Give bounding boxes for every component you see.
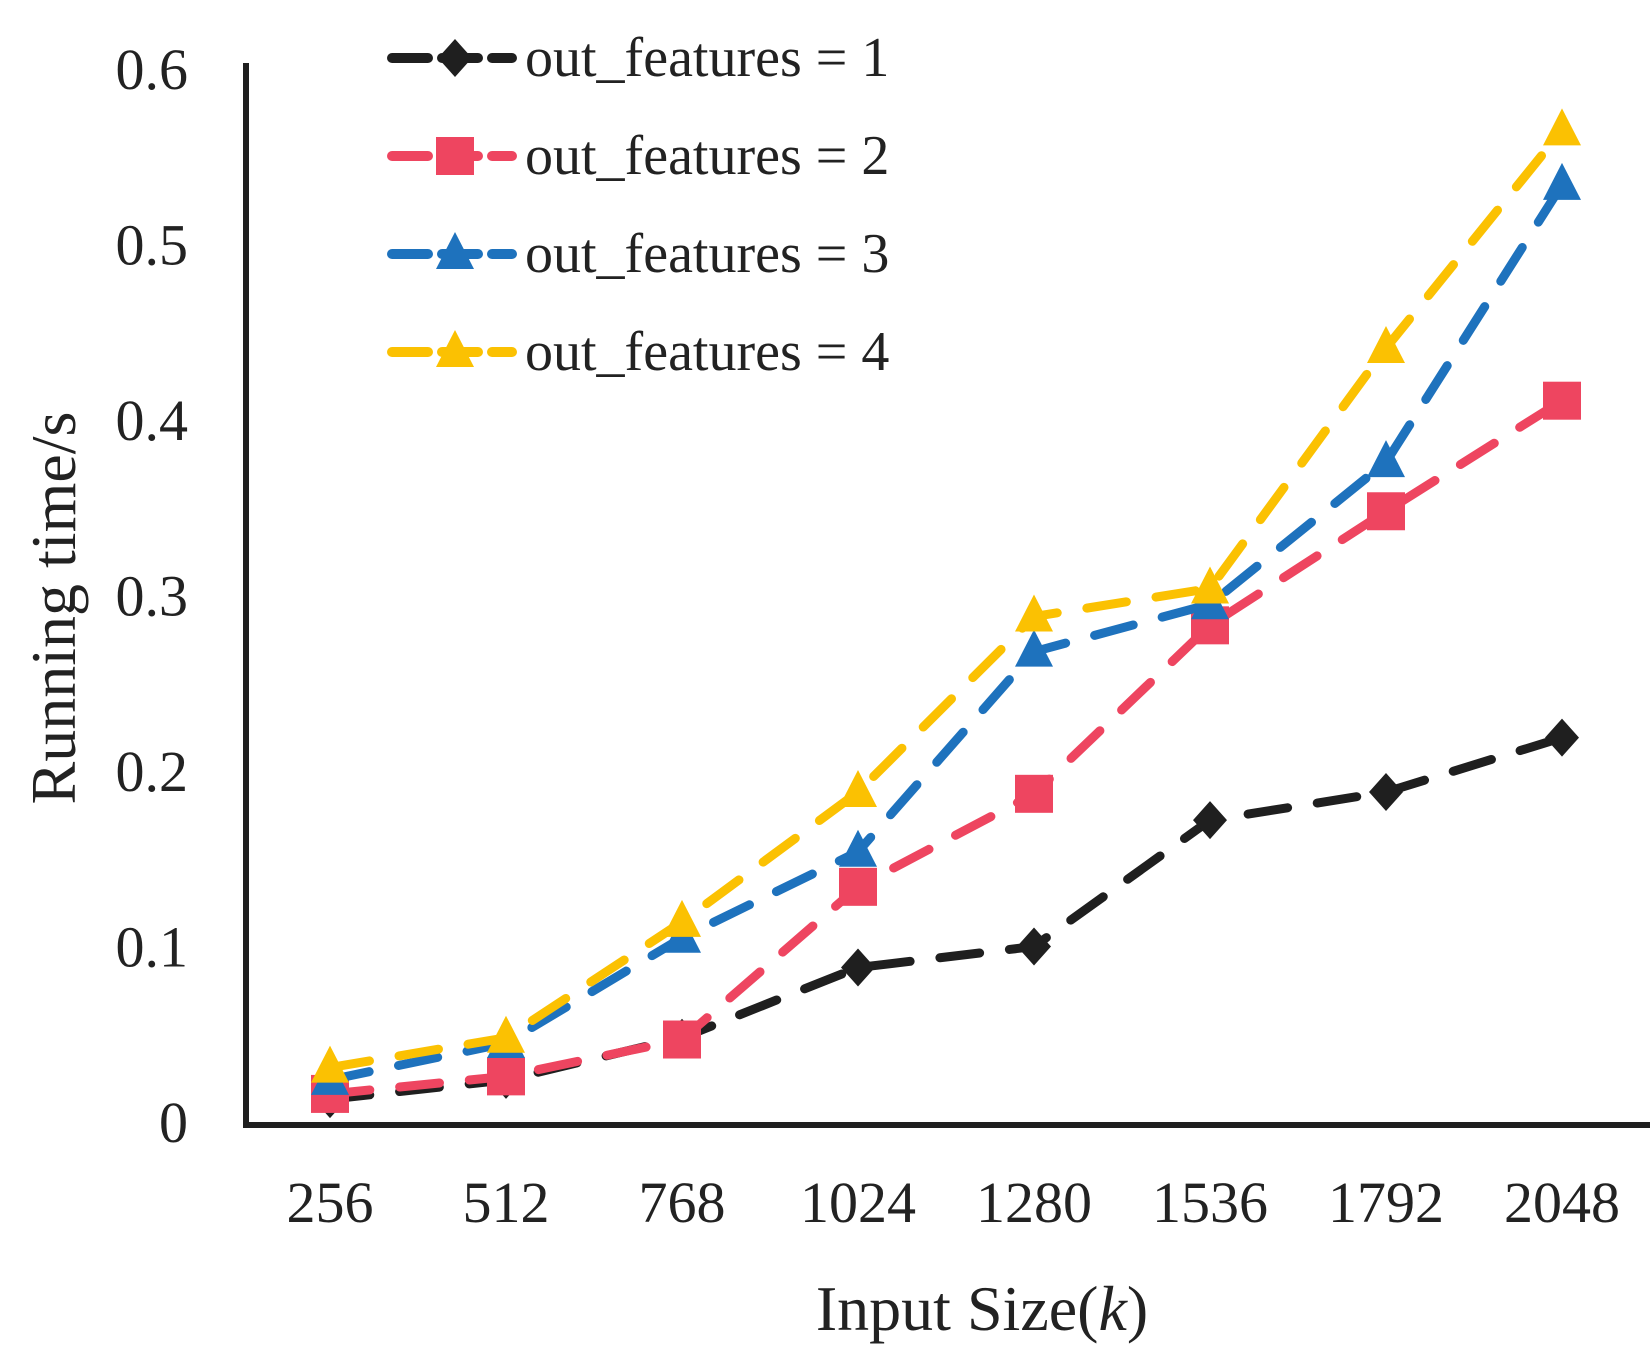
y-tick-label: 0.1: [116, 915, 189, 980]
data-point: [839, 829, 877, 867]
y-tick-label: 0: [159, 1090, 188, 1155]
data-point: [1545, 718, 1579, 757]
data-point: [1191, 566, 1229, 604]
data-point: [1193, 801, 1227, 840]
x-tick-label: 1792: [1328, 1170, 1444, 1235]
data-point: [663, 899, 701, 937]
legend-item: out_features = 3: [387, 223, 889, 285]
legend-label: out_features = 2: [525, 125, 889, 187]
legend-marker: [436, 330, 474, 367]
x-tick-label: 2048: [1504, 1170, 1620, 1235]
y-tick-label: 0.4: [116, 388, 189, 453]
x-tick-label: 1280: [976, 1170, 1092, 1235]
legend-item: out_features = 1: [387, 27, 889, 89]
data-point: [1015, 629, 1053, 667]
legend-marker: [438, 39, 472, 77]
data-point: [839, 867, 877, 906]
legend-marker: [436, 137, 474, 175]
series-4: [311, 108, 1581, 1083]
x-tick-label: 256: [287, 1170, 374, 1235]
data-point: [663, 1020, 701, 1059]
data-point: [839, 770, 877, 808]
data-point: [1015, 774, 1053, 813]
x-axis-label-var: k: [1098, 1273, 1128, 1344]
y-axis-label: Running time/s: [18, 412, 89, 805]
y-tick-label: 0.5: [116, 213, 189, 278]
y-tick-label: 0.2: [116, 739, 189, 804]
legend: out_features = 1 out_features = 2 out_feat…: [387, 27, 889, 383]
data-point: [1367, 326, 1405, 364]
data-point: [841, 948, 875, 987]
x-tick-labels: 256 512 768 1024 1280 1536 1792 2048: [287, 1170, 1621, 1235]
x-tick-label: 512: [463, 1170, 550, 1235]
legend-label: out_features = 1: [525, 27, 889, 89]
data-point: [1017, 927, 1051, 966]
x-tick-label: 768: [639, 1170, 726, 1235]
x-tick-label: 1536: [1152, 1170, 1268, 1235]
legend-marker: [436, 232, 474, 269]
series-line: [325, 396, 1567, 1099]
data-point: [1543, 162, 1581, 200]
data-point: [1543, 381, 1581, 420]
series-line: [325, 125, 1567, 1073]
data-point: [1369, 773, 1403, 812]
data-point: [1015, 594, 1053, 632]
x-tick-label: 1024: [800, 1170, 916, 1235]
data-point: [311, 1045, 349, 1083]
legend-item: out_features = 4: [387, 321, 889, 383]
series-layer: [311, 108, 1581, 1119]
y-tick-label: 0.3: [116, 564, 189, 629]
x-axis-label-close: ): [1127, 1273, 1148, 1344]
data-point: [1367, 440, 1405, 478]
data-point: [487, 1015, 525, 1053]
data-point: [1543, 108, 1581, 146]
series-line: [325, 180, 1567, 1085]
x-axis-label: Input Size(k): [816, 1273, 1148, 1344]
x-axis-label-main: Input Size(: [816, 1273, 1099, 1344]
y-tick-labels: 0 0.1 0.2 0.3 0.4 0.5 0.6: [116, 37, 189, 1155]
data-point: [1367, 492, 1405, 531]
data-point: [487, 1057, 525, 1096]
legend-label: out_features = 4: [525, 321, 889, 383]
legend-label: out_features = 3: [525, 223, 889, 285]
y-tick-label: 0.6: [116, 37, 189, 102]
series-line: [325, 733, 1567, 1104]
legend-item: out_features = 2: [387, 125, 889, 187]
